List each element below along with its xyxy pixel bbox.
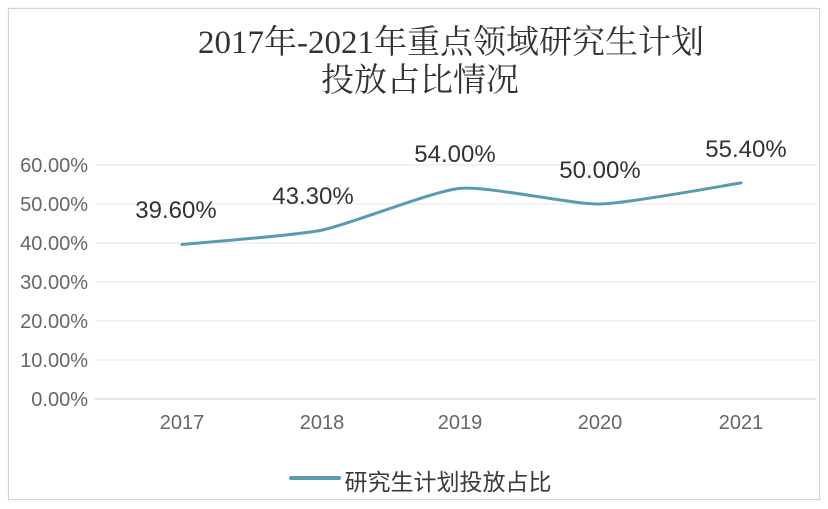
svg-text:10.00%: 10.00% (20, 350, 88, 372)
svg-text:20.00%: 20.00% (20, 311, 88, 333)
svg-text:2019: 2019 (438, 412, 483, 434)
svg-text:39.60%: 39.60% (135, 197, 216, 224)
svg-text:2020: 2020 (578, 412, 623, 434)
svg-text:2018: 2018 (300, 412, 345, 434)
svg-text:0.00%: 0.00% (31, 389, 88, 411)
svg-text:40.00%: 40.00% (20, 233, 88, 255)
svg-text:55.40%: 55.40% (705, 136, 786, 163)
svg-text:43.30%: 43.30% (272, 183, 353, 210)
svg-text:2017: 2017 (160, 412, 205, 434)
svg-text:50.00%: 50.00% (559, 157, 640, 184)
svg-text:60.00%: 60.00% (20, 155, 88, 177)
svg-text:54.00%: 54.00% (414, 141, 495, 168)
svg-text:2021: 2021 (719, 412, 764, 434)
svg-text:50.00%: 50.00% (20, 194, 88, 216)
svg-text:30.00%: 30.00% (20, 272, 88, 294)
